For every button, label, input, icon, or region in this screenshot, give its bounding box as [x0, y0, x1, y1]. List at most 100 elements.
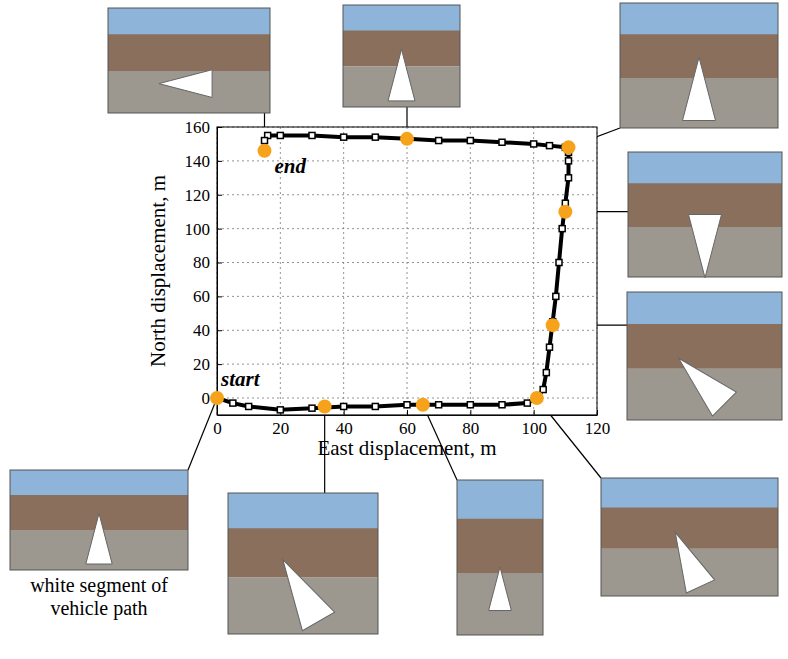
- photo-frame: [343, 5, 460, 107]
- photo-point: [562, 140, 576, 154]
- y-axis: 0 20 40 60 80 100 120 140 160: [185, 118, 223, 415]
- y-tick: 100: [185, 220, 223, 239]
- path-marker: [499, 402, 505, 408]
- path-marker: [499, 139, 505, 145]
- photo-point: [530, 391, 544, 405]
- x-tick-label: 100: [521, 419, 547, 438]
- y-tick-mark: [217, 229, 222, 230]
- path-marker: [341, 403, 347, 409]
- path-marker: [404, 402, 410, 408]
- path-marker: [531, 141, 537, 147]
- x-tick-label: 120: [585, 419, 611, 438]
- y-tick: 40: [193, 321, 222, 340]
- y-tick-label: 140: [185, 152, 211, 171]
- path-marker: [467, 402, 473, 408]
- y-tick-mark: [217, 330, 222, 331]
- path-marker: [262, 138, 268, 144]
- y-tick-label: 100: [185, 220, 211, 239]
- y-tick-label: 80: [193, 253, 210, 272]
- y-tick: 120: [185, 186, 223, 205]
- photo-point: [210, 391, 224, 405]
- x-tick: 100: [521, 410, 547, 438]
- path-marker: [230, 400, 236, 406]
- x-tick: 120: [585, 410, 611, 438]
- path-marker: [277, 132, 283, 138]
- photo-point: [400, 132, 414, 146]
- y-tick-mark: [217, 127, 222, 128]
- photo-buildings: [457, 519, 543, 573]
- y-axis-line: [217, 128, 218, 416]
- direction-arrow: [267, 550, 335, 630]
- photo-frame: [601, 478, 778, 596]
- y-tick-label: 40: [193, 321, 210, 340]
- x-tick-label: 0: [213, 419, 222, 438]
- photo: [10, 470, 188, 570]
- grid-line: [470, 127, 471, 415]
- x-tick: 80: [462, 410, 479, 438]
- x-tick-mark: [407, 410, 408, 415]
- path-marker: [566, 175, 572, 181]
- photo: [620, 3, 778, 128]
- photo: [628, 152, 782, 278]
- path-marker: [309, 405, 315, 411]
- grid-line: [217, 296, 597, 297]
- photo-point: [416, 398, 430, 412]
- photo-caption: white segment ofvehicle path: [30, 574, 168, 620]
- path-marker: [372, 403, 378, 409]
- x-axis-title: East displacement, m: [317, 436, 496, 460]
- photo: [108, 8, 270, 113]
- direction-arrow: [159, 70, 212, 98]
- x-tick-mark: [597, 410, 598, 415]
- photo-point: [546, 318, 560, 332]
- photo: [601, 478, 778, 596]
- x-axis-line: [218, 415, 598, 416]
- end-label: end: [275, 154, 307, 178]
- photo-point: [318, 399, 332, 413]
- photo-buildings: [228, 528, 378, 577]
- direction-arrow: [683, 57, 716, 120]
- path-marker: [566, 158, 572, 164]
- path-marker: [556, 260, 562, 266]
- photo-frame: [457, 480, 543, 635]
- plot-area: [217, 127, 597, 415]
- vehicle-path: [217, 135, 569, 409]
- x-tick-mark: [534, 410, 535, 415]
- photo-frame: [620, 3, 778, 128]
- grid-line: [343, 127, 344, 415]
- photo-buildings: [601, 508, 778, 549]
- path-marker: [277, 407, 283, 413]
- path-marker: [553, 293, 559, 299]
- y-tick-label: 0: [202, 389, 211, 408]
- plot-frame: [217, 127, 597, 415]
- y-tick-mark: [217, 161, 222, 162]
- x-tick-label: 20: [272, 419, 289, 438]
- direction-arrow: [667, 346, 737, 416]
- y-tick-label: 20: [193, 355, 210, 374]
- x-axis: 020406080100120: [213, 410, 610, 438]
- photo-buildings: [108, 34, 270, 71]
- y-tick-mark: [217, 296, 222, 297]
- path-marker: [543, 370, 549, 376]
- y-tick-label: 160: [185, 118, 211, 137]
- path-layer: [217, 132, 572, 412]
- photo-frame: [628, 152, 782, 277]
- photo-frame: [10, 470, 188, 570]
- grid-line: [217, 330, 597, 331]
- leader-lines: [188, 107, 628, 493]
- photo-buildings: [627, 324, 782, 369]
- figure: 020406080100120020406080100120140160East…: [0, 0, 788, 659]
- path-marker: [547, 344, 553, 350]
- direction-arrow: [689, 215, 722, 278]
- path-marker: [309, 132, 315, 138]
- path-marker: [540, 387, 546, 393]
- y-tick: 20: [193, 355, 222, 374]
- photo: [457, 480, 543, 635]
- y-tick: 140: [185, 152, 223, 171]
- photo-point: [258, 144, 272, 158]
- path-marker: [372, 134, 378, 140]
- grid-line: [217, 364, 597, 365]
- y-tick-label: 60: [193, 287, 210, 306]
- path-marker: [547, 143, 553, 149]
- direction-arrow: [661, 526, 714, 593]
- path-marker: [246, 403, 252, 409]
